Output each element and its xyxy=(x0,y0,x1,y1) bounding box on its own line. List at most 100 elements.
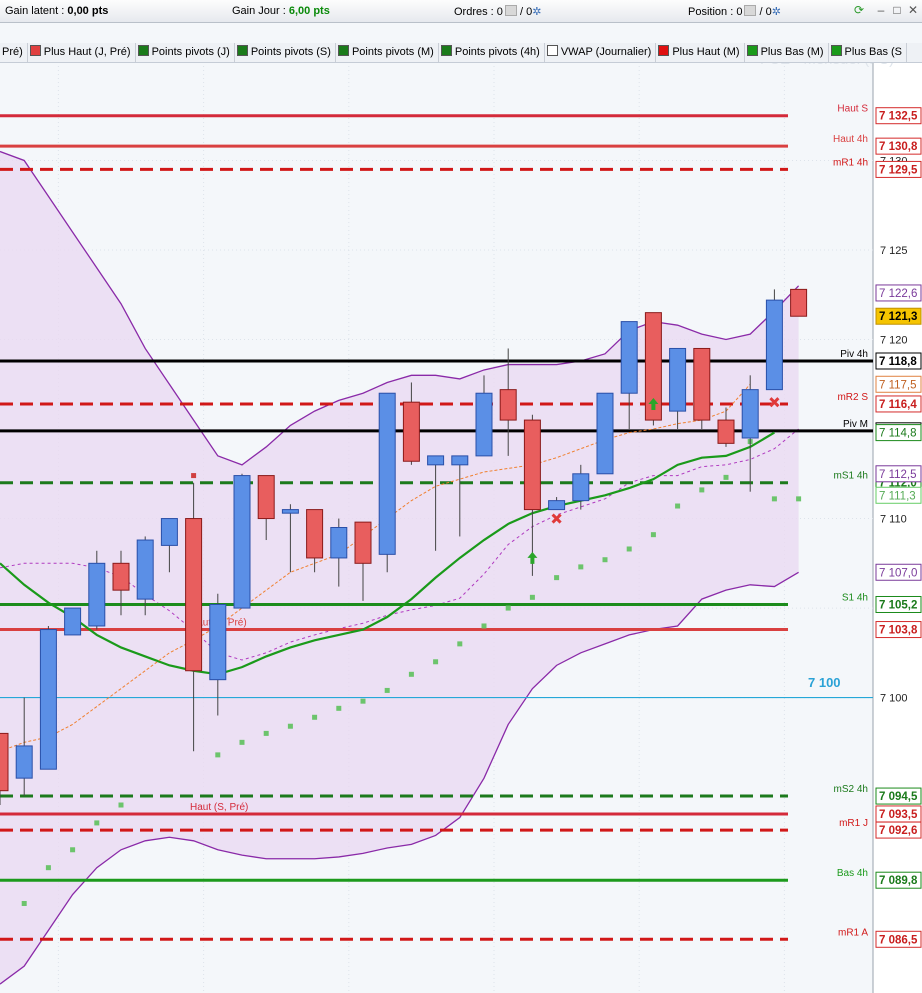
candle[interactable] xyxy=(644,312,662,426)
candle-body xyxy=(644,312,662,421)
price-axis-tag: 7 094,5 xyxy=(875,787,922,805)
candle-body xyxy=(64,607,82,636)
indicator-tab[interactable]: Points pivots (J) xyxy=(136,43,235,62)
candle[interactable] xyxy=(281,504,299,573)
candle[interactable] xyxy=(741,375,759,492)
close-icon[interactable]: ✕ xyxy=(907,3,919,17)
position-value2: / 0 xyxy=(759,6,772,18)
price-axis-tag: 7 118,8 xyxy=(875,352,922,370)
sar-dot xyxy=(529,594,535,600)
indicator-tab[interactable]: Pré) xyxy=(0,43,28,62)
candle[interactable] xyxy=(402,382,420,465)
candle[interactable] xyxy=(499,348,517,456)
candle[interactable] xyxy=(693,347,711,430)
sar-dot xyxy=(650,532,656,538)
candle[interactable] xyxy=(475,375,493,457)
price-axis-tag-label: 7 093,5 xyxy=(879,809,918,821)
indicator-tab[interactable]: Points pivots (4h) xyxy=(439,43,545,62)
price-axis-tag-label: 7 089,8 xyxy=(879,875,918,887)
candle[interactable] xyxy=(427,455,445,551)
candle[interactable] xyxy=(257,475,275,541)
candle-body xyxy=(112,562,130,591)
candle-body xyxy=(669,347,687,412)
candle[interactable] xyxy=(620,321,638,430)
price-axis-tag-box xyxy=(875,160,922,178)
minimize-icon[interactable]: – xyxy=(877,3,885,17)
sar-dot xyxy=(675,503,681,509)
indicator-tab[interactable]: Plus Bas (M) xyxy=(745,43,829,62)
candle-body xyxy=(717,419,735,444)
price-axis-tag-box xyxy=(875,621,922,639)
candle[interactable] xyxy=(209,593,227,716)
candle[interactable] xyxy=(160,518,178,573)
candle[interactable] xyxy=(64,607,82,636)
sar-dot xyxy=(505,605,511,611)
position-settings-icon[interactable]: ✲ xyxy=(771,6,781,18)
sar-dot xyxy=(602,557,608,563)
candle-body xyxy=(790,288,808,317)
ordres-toggle-icon[interactable] xyxy=(504,5,517,16)
indicator-tab[interactable]: Points pivots (M) xyxy=(336,43,439,62)
gain-jour-label: Gain Jour : xyxy=(232,5,286,17)
candle[interactable] xyxy=(378,392,396,573)
maximize-icon[interactable]: □ xyxy=(893,3,901,17)
candle[interactable] xyxy=(185,482,203,752)
candle[interactable] xyxy=(233,473,251,609)
candle[interactable] xyxy=(790,288,808,317)
sar-dot xyxy=(384,687,390,693)
candle[interactable] xyxy=(765,289,783,391)
indicator-tab[interactable]: Points pivots (S) xyxy=(235,43,336,62)
candle[interactable] xyxy=(330,518,348,587)
candle[interactable] xyxy=(136,536,154,616)
candle[interactable] xyxy=(596,392,614,475)
candle[interactable] xyxy=(548,497,566,511)
ordres-settings-icon[interactable]: ✲ xyxy=(532,6,542,18)
refresh-icon[interactable]: ⟳ xyxy=(853,3,865,17)
sar-dot xyxy=(263,730,269,736)
candle[interactable] xyxy=(0,732,9,806)
sar-dot xyxy=(239,739,245,745)
candle[interactable] xyxy=(39,625,57,770)
price-axis-tag-box xyxy=(875,352,922,370)
candle-body xyxy=(233,475,251,609)
candle-body xyxy=(741,389,759,439)
indicator-tab[interactable]: Plus Bas (S xyxy=(829,43,908,62)
price-axis-tag-label: 7 114,8 xyxy=(879,428,917,440)
candle[interactable] xyxy=(354,521,372,601)
position-toggle-icon[interactable] xyxy=(744,5,757,16)
price-axis-tag: 7 121,3 xyxy=(875,307,922,325)
price-axis-tag-label: 7 117,5 xyxy=(879,379,917,391)
candle[interactable] xyxy=(572,464,590,510)
candle[interactable] xyxy=(88,550,106,630)
price-axis-tag: 7 107,0 xyxy=(875,563,922,581)
price-axis-tag: 7 132,5 xyxy=(875,107,922,125)
price-axis-tag-box xyxy=(875,107,922,125)
candle-body xyxy=(475,392,493,457)
candle[interactable] xyxy=(306,509,324,573)
candle[interactable] xyxy=(112,550,130,616)
bollinger-upper-line xyxy=(0,150,800,466)
indicator-tab[interactable]: Plus Haut (J, Pré) xyxy=(28,43,136,62)
indicator-tab[interactable]: VWAP (Journalier) xyxy=(545,43,657,62)
sar-dot xyxy=(287,723,293,729)
bollinger-middle-line xyxy=(0,428,799,661)
axis-tick-label: 7 110 xyxy=(880,514,907,526)
indicator-tab[interactable]: Plus Haut (M) xyxy=(656,43,745,62)
level-label: Piv M xyxy=(843,419,868,430)
sar-dot xyxy=(554,575,560,581)
candle[interactable] xyxy=(523,414,541,576)
price-axis-tag-label: 7 107,0 xyxy=(879,567,917,579)
candle-body xyxy=(257,475,275,520)
candle[interactable] xyxy=(451,455,469,537)
candle[interactable] xyxy=(717,407,735,447)
sar-dot xyxy=(360,698,366,704)
sar-dot xyxy=(21,900,27,906)
candle[interactable] xyxy=(669,347,687,430)
price-axis-tag-box xyxy=(875,930,922,948)
ordres: Ordres : 0 / 0✲ xyxy=(454,5,541,18)
sell-signal-cross-icon xyxy=(769,397,780,408)
ordres-value2: / 0 xyxy=(519,6,533,18)
candle-body xyxy=(548,500,566,511)
candle[interactable] xyxy=(15,697,33,797)
